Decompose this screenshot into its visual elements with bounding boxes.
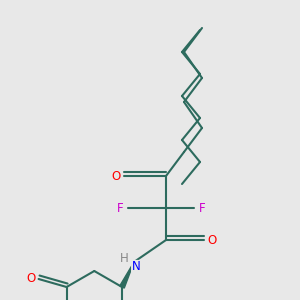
Polygon shape	[120, 262, 134, 288]
Text: H: H	[120, 251, 128, 265]
Text: O: O	[207, 233, 217, 247]
Text: N: N	[132, 260, 140, 274]
Text: O: O	[26, 272, 35, 286]
Text: O: O	[111, 169, 121, 182]
Text: F: F	[199, 202, 205, 214]
Text: F: F	[117, 202, 123, 214]
